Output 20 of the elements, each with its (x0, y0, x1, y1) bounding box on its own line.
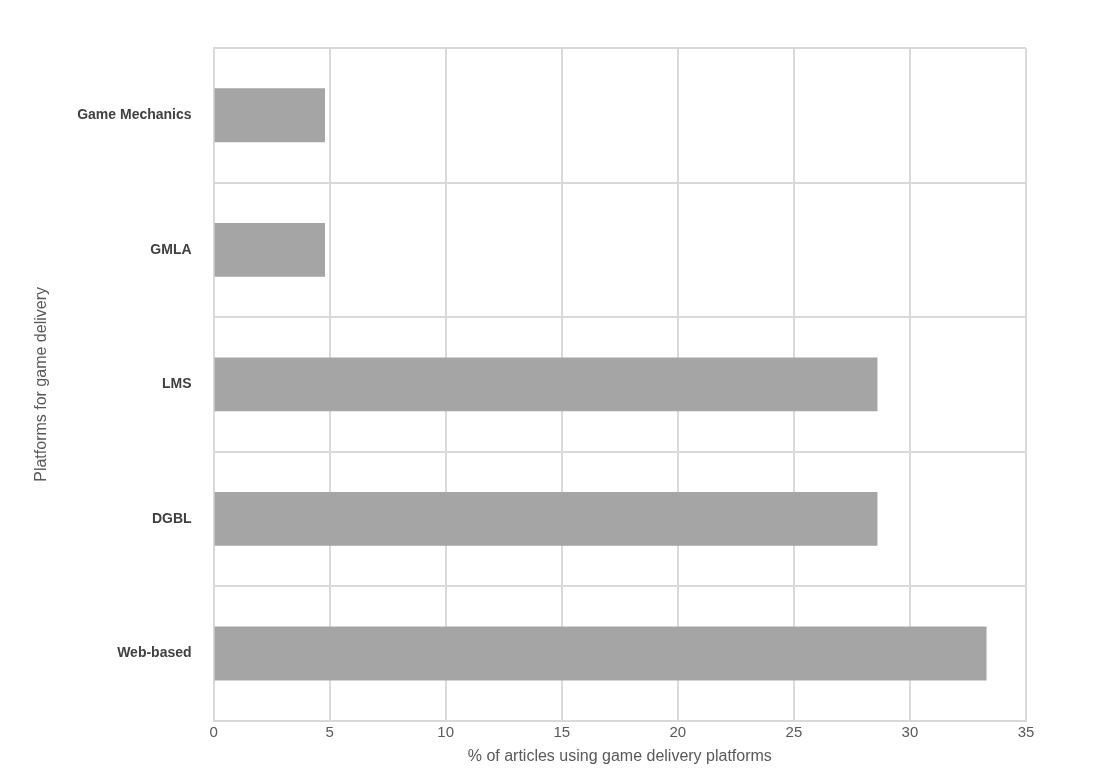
bar (214, 357, 878, 412)
y-tick-label: LMS (162, 375, 192, 392)
y-tick-label: Game Mechanics (77, 106, 192, 123)
bar (214, 88, 325, 143)
x-axis-title: % of articles using game delivery platforms (467, 746, 772, 764)
y-tick-label: GMLA (150, 240, 192, 257)
y-tick-label: DGBL (151, 509, 193, 526)
x-tick-label: 20 (669, 722, 687, 740)
x-tick-label: 10 (437, 722, 455, 740)
y-tick-label: Web-based (117, 644, 192, 661)
x-tick-label: 5 (325, 722, 334, 740)
x-tick-label: 0 (209, 722, 218, 740)
x-tick-label: 35 (1017, 722, 1035, 740)
bar (214, 626, 987, 681)
x-tick-label: 25 (785, 722, 803, 740)
bar (214, 492, 878, 546)
bar (214, 222, 325, 277)
x-tick-label: 15 (553, 722, 571, 740)
y-axis-title: Platforms for game delivery (32, 287, 50, 482)
x-tick-label: 30 (901, 722, 919, 740)
